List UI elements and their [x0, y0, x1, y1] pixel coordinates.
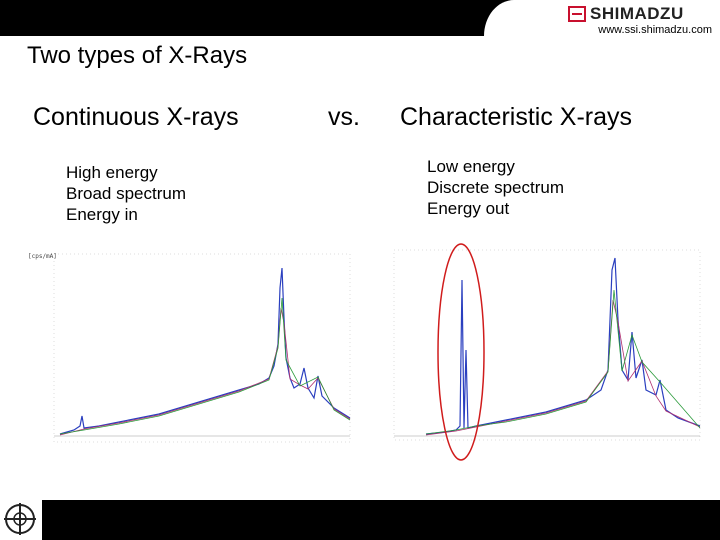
brand-name: SHIMADZU [590, 4, 684, 23]
svg-text:[cps/mA]: [cps/mA] [28, 253, 57, 260]
footer-bar [0, 500, 720, 540]
website-url[interactable]: www.ssi.shimadzu.com [598, 24, 712, 36]
left-bullet-2: Broad spectrum [66, 184, 186, 203]
right-bullet-3: Energy out [427, 199, 510, 218]
right-heading: Characteristic X-rays [400, 103, 632, 131]
crosshair-globe-icon [4, 503, 36, 535]
header-logo-area [484, 0, 720, 36]
left-bullet-3: Energy in [66, 205, 138, 224]
left-heading: Continuous X-rays [33, 103, 239, 131]
right-bullet-2: Discrete spectrum [427, 178, 564, 197]
shimadzu-logo-icon [568, 6, 586, 22]
characteristic-spectrum-image [366, 240, 720, 470]
brand-logo: SHIMADZU [568, 4, 684, 23]
left-bullet-1: High energy [66, 163, 158, 182]
right-bullet-list: Low energy Discrete spectrum Energy out [427, 156, 564, 219]
slide-title: Two types of X-Rays [27, 42, 248, 69]
highlight-ellipse [437, 243, 485, 461]
right-bullet-1: Low energy [427, 157, 515, 176]
vs-label: vs. [328, 103, 360, 131]
left-bullet-list: High energy Broad spectrum Energy in [66, 162, 186, 225]
continuous-spectrum-image: [cps/mA] [24, 248, 364, 468]
